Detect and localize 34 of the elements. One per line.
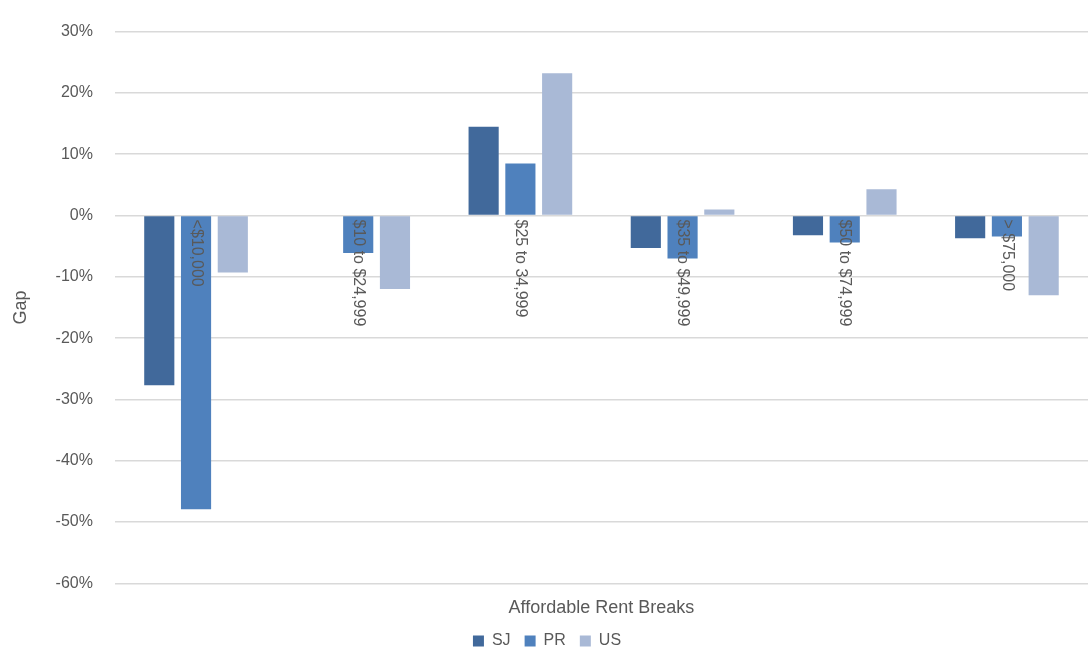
bar bbox=[792, 216, 824, 236]
bar bbox=[379, 216, 411, 290]
y-tick-label: -60% bbox=[55, 573, 93, 591]
x-tick-label: <$10,000 bbox=[188, 219, 206, 287]
legend-label: US bbox=[598, 631, 622, 649]
y-tick-label: -30% bbox=[55, 389, 93, 407]
y-tick-label: 10% bbox=[60, 144, 93, 162]
bar bbox=[955, 216, 986, 239]
y-tick-label: -40% bbox=[55, 451, 93, 469]
y-tick-label: -10% bbox=[55, 267, 93, 285]
x-axis-title: Affordable Rent Breaks bbox=[508, 597, 695, 618]
bar bbox=[180, 216, 212, 510]
bar bbox=[468, 126, 499, 215]
y-tick-label: -50% bbox=[55, 512, 93, 530]
bar bbox=[630, 216, 661, 249]
x-tick-label: $10 to $24,999 bbox=[350, 219, 368, 327]
y-axis-title: Gap bbox=[9, 290, 30, 325]
y-tick-label: -20% bbox=[55, 328, 93, 346]
x-tick-label: $50 to $74,999 bbox=[837, 219, 855, 327]
bar bbox=[1028, 216, 1059, 296]
bar bbox=[866, 189, 897, 215]
x-tick-label: > $75,000 bbox=[999, 219, 1017, 292]
legend-label: SJ bbox=[491, 631, 511, 649]
bar bbox=[542, 73, 573, 215]
x-tick-label: $35 to $49,999 bbox=[675, 219, 693, 327]
x-tick-label: $25 to 34,999 bbox=[512, 219, 530, 318]
bar bbox=[217, 216, 248, 273]
bar bbox=[704, 209, 735, 215]
bar bbox=[505, 163, 536, 215]
bar bbox=[144, 216, 175, 386]
legend-label: PR bbox=[543, 631, 566, 649]
y-tick-label: 0% bbox=[69, 205, 93, 223]
y-tick-label: 20% bbox=[60, 83, 93, 101]
y-tick-label: 30% bbox=[60, 22, 93, 40]
